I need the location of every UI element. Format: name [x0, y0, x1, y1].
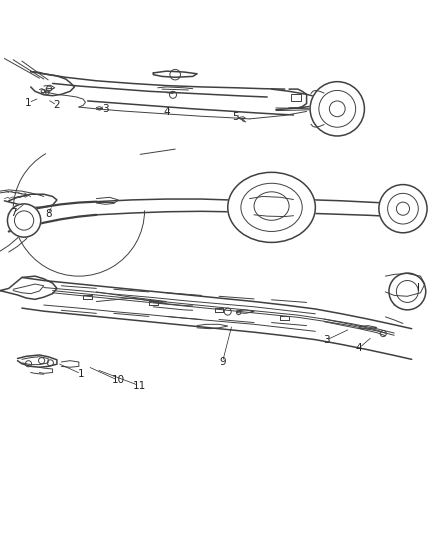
Text: 3: 3: [323, 335, 330, 345]
Circle shape: [379, 184, 427, 233]
Circle shape: [7, 204, 41, 237]
Text: 4: 4: [163, 107, 170, 117]
Text: 5: 5: [232, 112, 239, 122]
Text: 2: 2: [53, 100, 60, 110]
Text: I: I: [417, 284, 420, 293]
Text: 1: 1: [78, 369, 85, 379]
Ellipse shape: [228, 172, 315, 243]
Text: 10: 10: [112, 375, 125, 385]
Circle shape: [389, 273, 426, 310]
Text: 1: 1: [25, 98, 32, 108]
Text: 3: 3: [102, 104, 109, 114]
Circle shape: [310, 82, 364, 136]
Text: 7: 7: [10, 208, 17, 218]
Text: 4: 4: [356, 343, 363, 353]
Bar: [291, 94, 301, 101]
Text: 9: 9: [219, 357, 226, 367]
Text: 11: 11: [133, 381, 146, 391]
Text: 8: 8: [45, 209, 52, 219]
